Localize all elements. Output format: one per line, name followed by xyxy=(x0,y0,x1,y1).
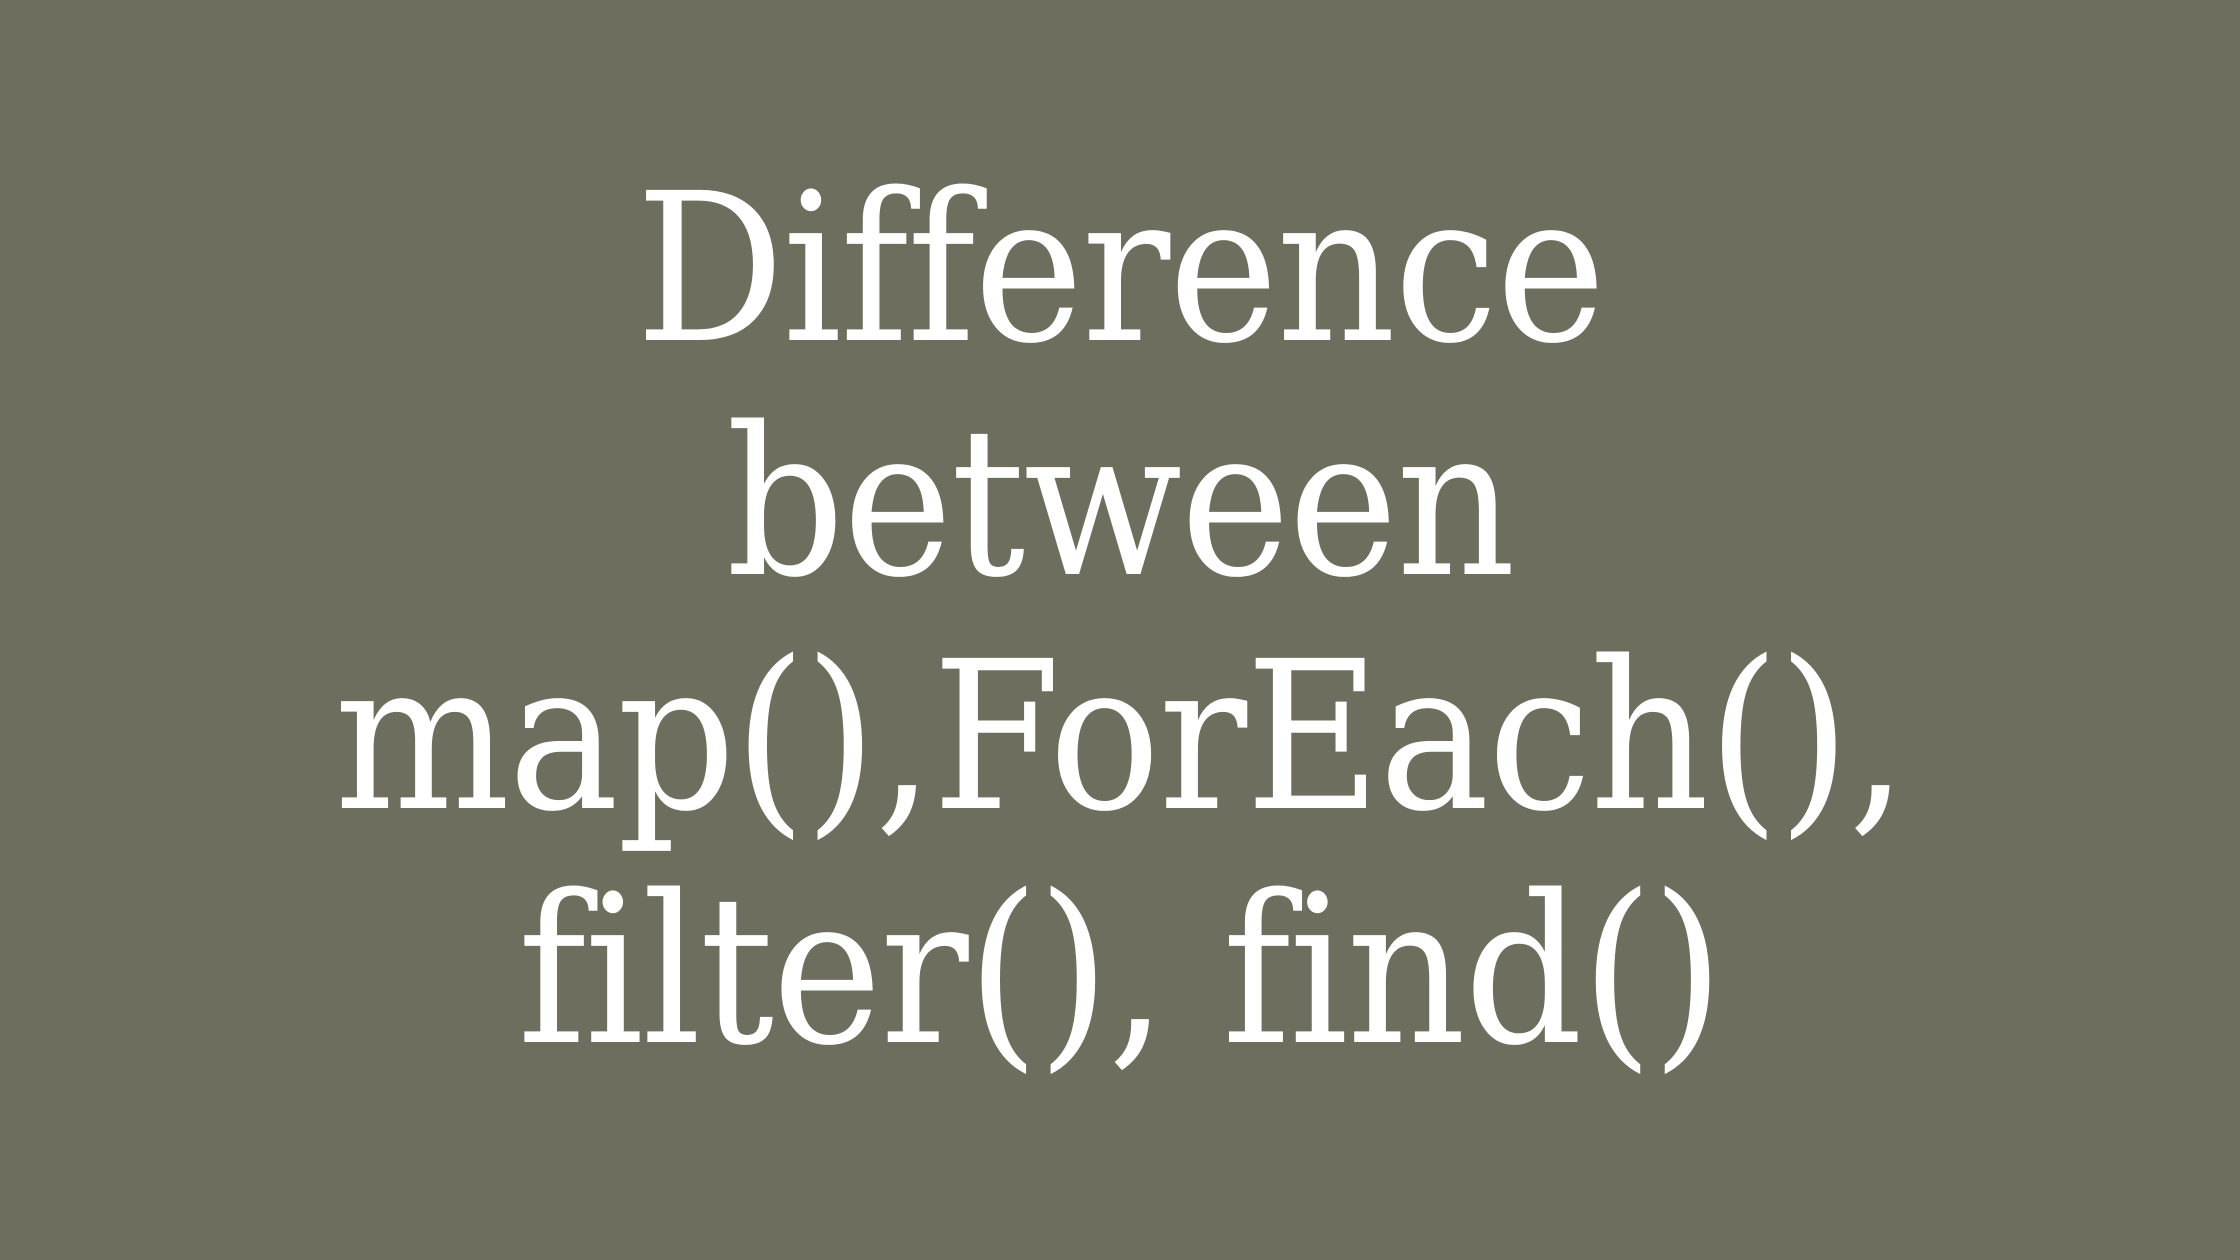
title-line-2: between xyxy=(726,383,1516,623)
title-line-4: filter(), find() xyxy=(517,851,1724,1091)
title-line-3: map(),ForEach(), xyxy=(334,617,1907,857)
title-line-1: Difference xyxy=(635,149,1606,389)
page-title: Difference between map(),ForEach(), filt… xyxy=(226,152,2013,1108)
